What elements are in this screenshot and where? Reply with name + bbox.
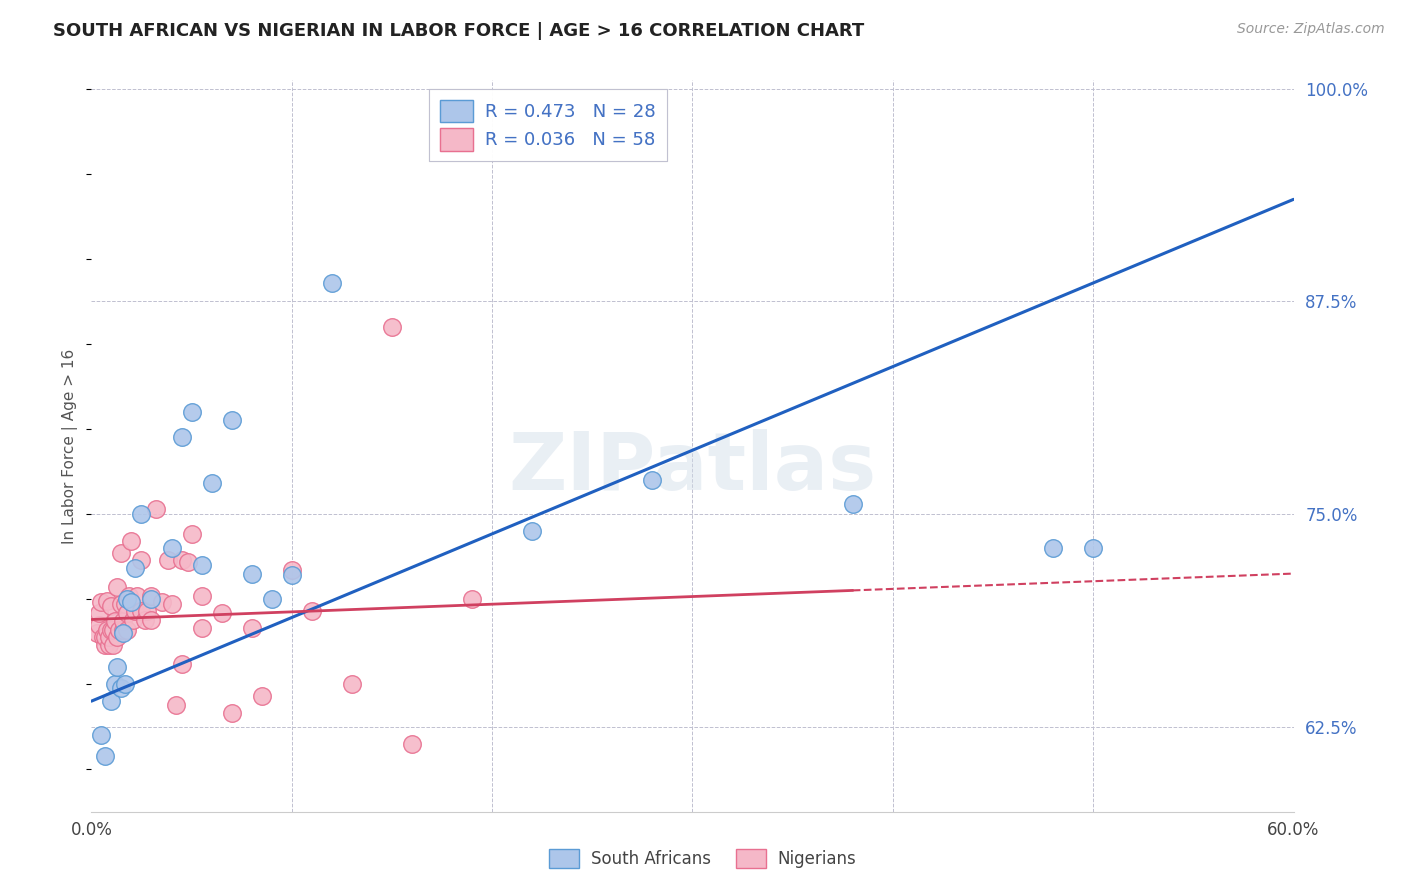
Point bbox=[131, 553, 153, 567]
Point bbox=[136, 604, 159, 618]
Point bbox=[160, 597, 183, 611]
Point bbox=[110, 681, 132, 695]
Point bbox=[461, 592, 484, 607]
Point bbox=[841, 497, 863, 511]
Point bbox=[94, 748, 117, 763]
Point bbox=[127, 589, 149, 603]
Point bbox=[141, 589, 163, 603]
Point bbox=[190, 589, 212, 603]
Point bbox=[94, 638, 117, 652]
Point bbox=[170, 430, 193, 444]
Point bbox=[96, 594, 118, 608]
Point bbox=[170, 553, 193, 567]
Point bbox=[401, 737, 423, 751]
Point bbox=[190, 558, 212, 572]
Point bbox=[114, 597, 136, 611]
Point bbox=[156, 553, 179, 567]
Y-axis label: In Labor Force | Age > 16: In Labor Force | Age > 16 bbox=[62, 349, 79, 543]
Point bbox=[522, 524, 544, 538]
Point bbox=[108, 623, 131, 637]
Point bbox=[117, 606, 139, 620]
Point bbox=[124, 604, 146, 618]
Point bbox=[260, 592, 283, 607]
Point bbox=[211, 606, 233, 620]
Point bbox=[134, 613, 156, 627]
Point bbox=[121, 595, 143, 609]
Point bbox=[112, 626, 135, 640]
Point bbox=[100, 599, 122, 613]
Text: SOUTH AFRICAN VS NIGERIAN IN LABOR FORCE | AGE > 16 CORRELATION CHART: SOUTH AFRICAN VS NIGERIAN IN LABOR FORCE… bbox=[53, 22, 865, 40]
Point bbox=[104, 614, 127, 628]
Point bbox=[1083, 541, 1105, 555]
Point bbox=[96, 623, 118, 637]
Point bbox=[641, 473, 664, 487]
Point bbox=[90, 728, 112, 742]
Point bbox=[89, 617, 111, 632]
Point bbox=[180, 405, 202, 419]
Point bbox=[110, 597, 132, 611]
Legend: R = 0.473   N = 28, R = 0.036   N = 58: R = 0.473 N = 28, R = 0.036 N = 58 bbox=[429, 89, 666, 161]
Point bbox=[165, 698, 187, 712]
Point bbox=[112, 614, 135, 628]
Point bbox=[141, 592, 163, 607]
Point bbox=[381, 320, 404, 334]
Point bbox=[131, 604, 153, 618]
Point bbox=[90, 595, 112, 609]
Point bbox=[112, 623, 135, 637]
Point bbox=[104, 677, 127, 691]
Point bbox=[103, 623, 125, 637]
Point bbox=[170, 657, 193, 671]
Point bbox=[176, 555, 198, 569]
Point bbox=[117, 623, 139, 637]
Point bbox=[150, 595, 173, 609]
Point bbox=[114, 677, 136, 691]
Point bbox=[141, 613, 163, 627]
Point bbox=[131, 507, 153, 521]
Point bbox=[160, 541, 183, 555]
Point bbox=[145, 502, 167, 516]
Point bbox=[250, 689, 273, 703]
Point bbox=[124, 561, 146, 575]
Point bbox=[122, 613, 145, 627]
Point bbox=[89, 606, 111, 620]
Point bbox=[121, 534, 143, 549]
Point bbox=[98, 630, 121, 644]
Point bbox=[93, 630, 115, 644]
Text: Source: ZipAtlas.com: Source: ZipAtlas.com bbox=[1237, 22, 1385, 37]
Legend: South Africans, Nigerians: South Africans, Nigerians bbox=[543, 842, 863, 875]
Point bbox=[103, 638, 125, 652]
Point bbox=[301, 604, 323, 618]
Point bbox=[221, 706, 243, 720]
Point bbox=[107, 660, 129, 674]
Point bbox=[100, 623, 122, 637]
Point bbox=[281, 568, 304, 582]
Point bbox=[117, 592, 139, 607]
Point bbox=[86, 626, 108, 640]
Text: ZIPatlas: ZIPatlas bbox=[509, 429, 876, 507]
Point bbox=[107, 580, 129, 594]
Point bbox=[340, 677, 363, 691]
Point bbox=[321, 276, 343, 290]
Point bbox=[240, 566, 263, 581]
Point bbox=[107, 630, 129, 644]
Point bbox=[100, 694, 122, 708]
Point bbox=[98, 638, 121, 652]
Point bbox=[221, 413, 243, 427]
Point bbox=[201, 476, 224, 491]
Point bbox=[281, 563, 304, 577]
Point bbox=[110, 546, 132, 560]
Point bbox=[94, 630, 117, 644]
Point bbox=[240, 621, 263, 635]
Point bbox=[190, 621, 212, 635]
Point bbox=[180, 527, 202, 541]
Point bbox=[118, 589, 141, 603]
Point bbox=[1042, 541, 1064, 555]
